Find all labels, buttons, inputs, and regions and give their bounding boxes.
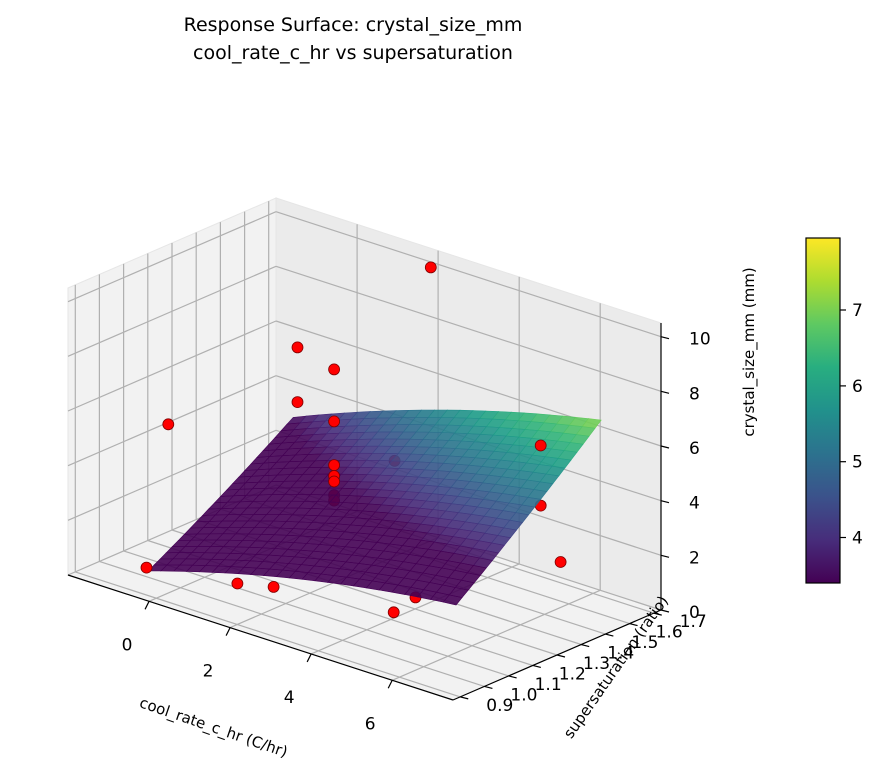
- z-tick-label: 4: [689, 494, 700, 514]
- gridline-z-back: [275, 265, 662, 392]
- y-tick-mark: [484, 685, 493, 689]
- scatter-point: [328, 475, 341, 488]
- x-axis-label: cool_rate_c_hr (C/hr): [137, 693, 290, 762]
- colorbar: 4 5 6 7: [805, 237, 863, 584]
- colorbar-gradient: [805, 237, 841, 584]
- y-tick-label: 1.2: [559, 665, 586, 685]
- y-tick-mark: [629, 623, 638, 627]
- x-tick-mark: [306, 653, 312, 663]
- x-tick-mark: [225, 627, 231, 636]
- scatter-point: [291, 396, 304, 409]
- scatter-point: [291, 341, 304, 354]
- x-tick-label: 2: [203, 662, 214, 682]
- z-tick-label: 2: [689, 548, 700, 568]
- y-tick-label: 1.7: [680, 612, 707, 632]
- gridline-z-back: [275, 211, 662, 338]
- x-tick-label: 6: [365, 714, 376, 734]
- colorbar-tick-label: 7: [852, 301, 863, 321]
- y-tick-label: 0.9: [486, 696, 513, 716]
- scatter-point: [554, 556, 567, 568]
- x-tick-mark: [387, 679, 393, 689]
- y-tick-label: 1.6: [656, 623, 683, 643]
- y-tick-label: 1.3: [583, 654, 610, 674]
- scatter-point: [424, 261, 437, 274]
- scatter-point: [328, 459, 341, 472]
- y-tick-label: 1.5: [631, 633, 658, 653]
- y-tick-mark: [532, 664, 541, 669]
- x-axis-line: [67, 574, 454, 701]
- gridline-z-left: [67, 265, 277, 357]
- scatter-point: [328, 363, 341, 376]
- scatter-point: [140, 561, 153, 574]
- z-axis-label: crystal_size_mm (mm): [740, 267, 759, 436]
- scatter-point: [267, 581, 280, 593]
- gridline-z-left: [67, 429, 277, 521]
- y-tick-mark: [460, 696, 469, 700]
- z-tick-label: 0: [689, 603, 700, 623]
- x-tick-label: 0: [122, 635, 133, 655]
- x-tick-mark: [144, 601, 150, 610]
- y-tick-mark: [581, 643, 590, 648]
- scatter-point: [162, 418, 175, 431]
- scatter-point: [231, 577, 244, 590]
- y-tick-mark: [653, 612, 662, 616]
- colorbar-tick-label: 5: [852, 453, 863, 473]
- surface-facet: [442, 594, 463, 606]
- gridline-z-left: [67, 211, 277, 303]
- points-in-front: [140, 261, 567, 619]
- scatter-point: [328, 415, 341, 428]
- chart-title: Response Surface: crystal_size_mm: [184, 14, 523, 36]
- colorbar-tick-label: 4: [852, 529, 863, 549]
- y-tick-label: 1.1: [535, 675, 562, 695]
- y-tick-mark: [556, 654, 566, 658]
- scatter-point: [534, 439, 547, 452]
- z-tick-mark: [660, 336, 670, 340]
- z-tick-mark: [660, 390, 670, 394]
- z-tick-mark: [660, 445, 670, 449]
- chart-subtitle: cool_rate_c_hr vs supersaturation: [193, 42, 513, 64]
- gridline-y-floor: [75, 571, 461, 698]
- z-tick-mark: [660, 500, 670, 504]
- scatter-point: [387, 606, 400, 619]
- y-tick-label: 1.0: [510, 685, 537, 705]
- z-tick-mark: [660, 609, 670, 613]
- colorbar-ticks: 4 5 6 7: [840, 301, 863, 549]
- x-tick-label: 4: [284, 688, 295, 708]
- z-tick-mark: [660, 554, 670, 558]
- gridline-z-left: [67, 320, 277, 412]
- y-tick-mark: [508, 675, 517, 679]
- y-tick-label: 1.4: [607, 644, 634, 664]
- z-tick-label: 8: [689, 384, 700, 404]
- colorbar-tick-label: 6: [852, 377, 863, 397]
- z-tick-label: 10: [689, 330, 711, 350]
- response-surface: [147, 409, 602, 606]
- y-tick-mark: [605, 633, 614, 637]
- gridline-y-floor: [99, 560, 485, 687]
- z-tick-label: 6: [689, 439, 700, 459]
